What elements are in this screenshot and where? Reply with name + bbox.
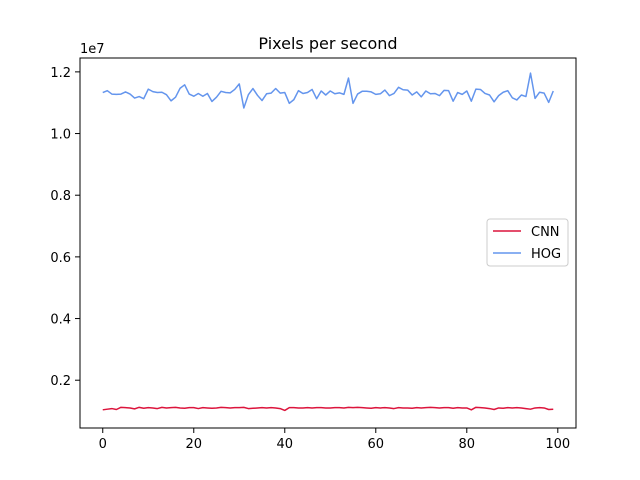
x-axis: 0 20 40 60 80 100: [99, 428, 570, 452]
series-line-cnn: [102, 406, 554, 412]
y-tick-label: 0.2: [50, 374, 71, 389]
x-tick-label: 40: [276, 437, 293, 452]
legend: CNN HOG: [486, 218, 569, 267]
y-tick-label: 1.2: [50, 66, 71, 81]
y-tick-label: 1.0: [50, 128, 71, 143]
legend-label-hog: HOG: [531, 247, 561, 262]
x-tick-label: 80: [459, 437, 476, 452]
x-tick-label: 100: [545, 437, 570, 452]
x-tick-label: 0: [99, 437, 107, 452]
y-axis: 0.2 0.4 0.6 0.8 1.0 1.2: [50, 66, 80, 389]
x-tick-label: 20: [185, 437, 202, 452]
plot-frame: [79, 57, 577, 429]
legend-label-cnn: CNN: [531, 225, 560, 240]
y-tick-label: 0.4: [50, 313, 71, 328]
chart-title: Pixels per second: [258, 34, 397, 53]
plot-lines: [102, 72, 554, 412]
y-tick-label: 0.6: [50, 251, 71, 266]
y-tick-label: 0.8: [50, 189, 71, 204]
series-line-hog: [102, 72, 554, 109]
y-offset-label: 1e7: [80, 42, 105, 57]
x-tick-label: 60: [368, 437, 385, 452]
